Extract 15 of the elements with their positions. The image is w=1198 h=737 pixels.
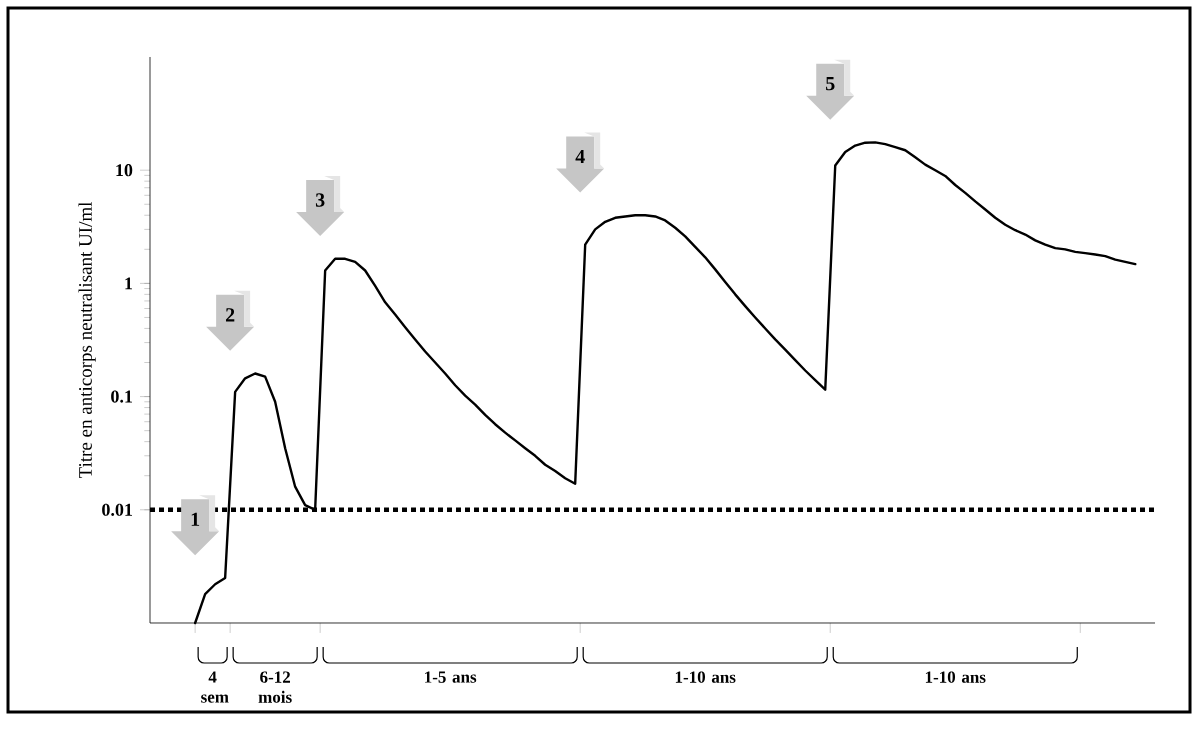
- y-tick-label: 0.01: [102, 503, 132, 516]
- annotation: 1: [191, 512, 200, 526]
- annotation: 4: [575, 149, 585, 164]
- annotation: 5: [826, 77, 835, 91]
- text: 4 sem: [201, 671, 229, 703]
- text: 1-5 ans: [425, 671, 477, 683]
- text: 1-10 ans: [925, 671, 986, 683]
- text: 6-12 mois: [258, 671, 292, 703]
- text: 1-10 ans: [675, 671, 736, 683]
- y-tick-label: 1: [125, 277, 132, 290]
- annotation: 3: [315, 193, 325, 207]
- annotation: 2: [225, 308, 235, 322]
- y-axis-title: Titre en anticorps neutralisant UI/ml: [78, 201, 96, 479]
- y-tick-label: 0.1: [111, 390, 132, 403]
- y-tick-label: 10: [116, 164, 133, 177]
